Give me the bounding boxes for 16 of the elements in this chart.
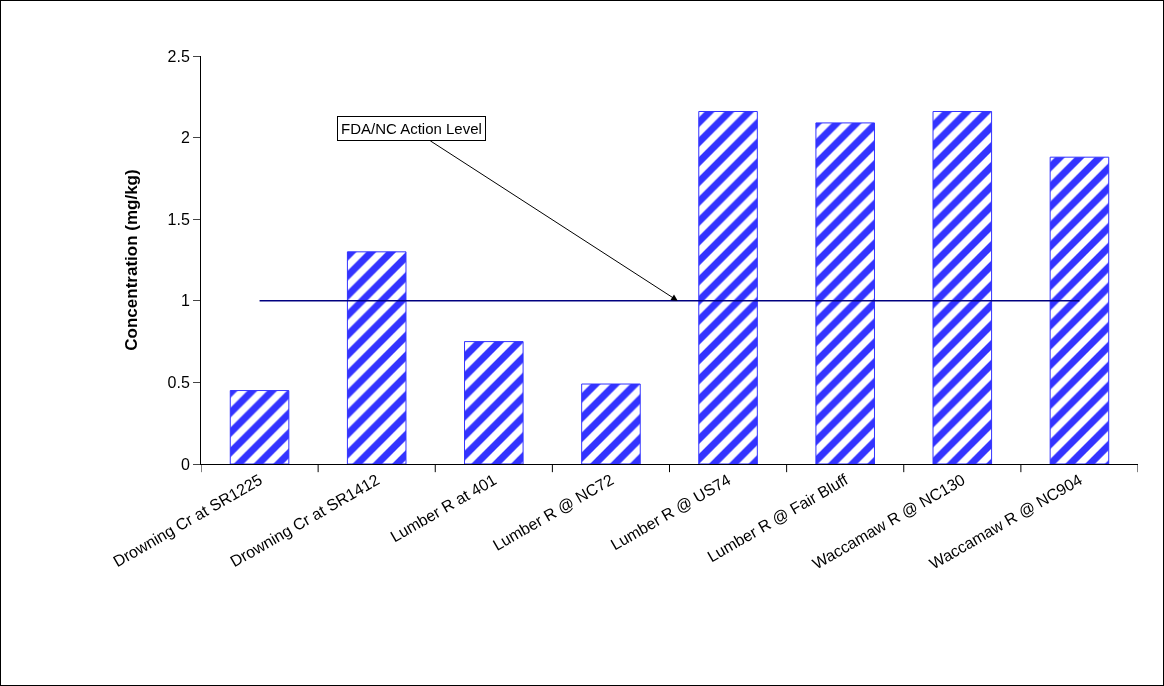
y-tick-label: 2 (180, 129, 190, 147)
y-tick-label: 1.5 (167, 210, 190, 228)
bar (229, 390, 290, 464)
y-tick-label: 0.5 (167, 374, 190, 391)
ref-line-label: FDA/NC Action Level (341, 120, 482, 137)
y-tick-label: 2.5 (167, 47, 190, 65)
bar (464, 341, 524, 464)
bar (698, 110, 758, 464)
y-tick-label: 1 (180, 292, 190, 310)
y-axis-title: Concentration (mg/kg) (122, 169, 142, 351)
y-tick-label: 0 (180, 455, 190, 473)
bar (932, 110, 993, 464)
bar (346, 251, 407, 464)
bar (815, 122, 875, 464)
bar (581, 383, 641, 464)
bar (1049, 156, 1110, 464)
